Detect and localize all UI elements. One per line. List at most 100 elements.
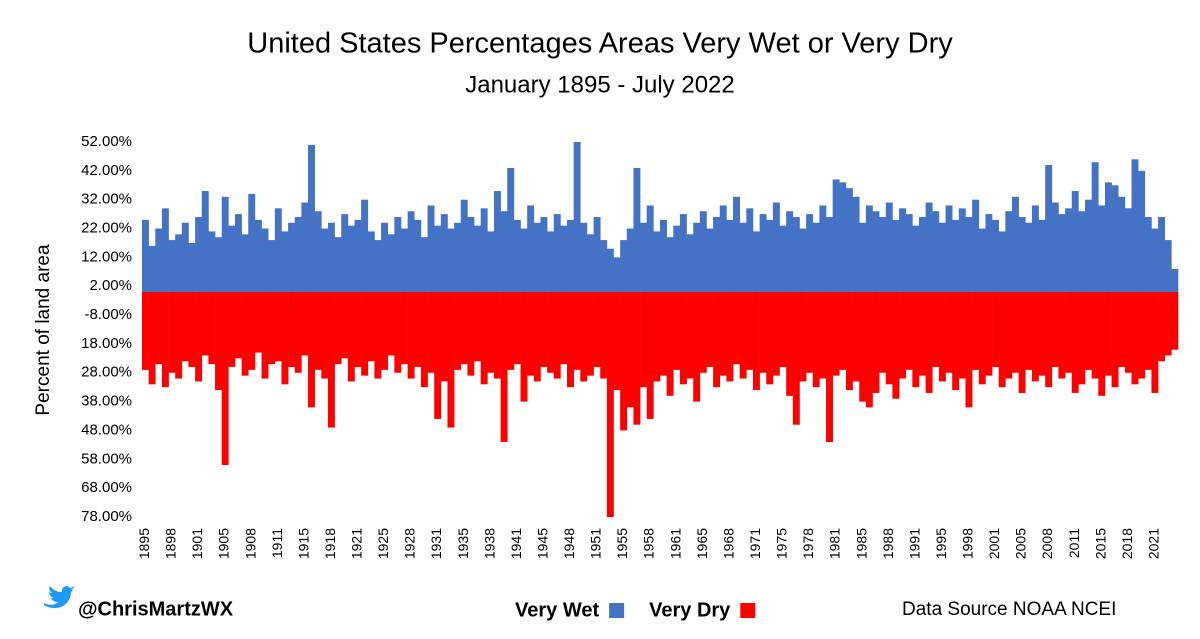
bar [407, 211, 415, 292]
bar [381, 292, 389, 370]
bar [142, 219, 149, 292]
bar [520, 228, 528, 292]
y-tick-label: 68.00% [81, 479, 132, 496]
bar [932, 292, 940, 367]
bar [1038, 292, 1046, 376]
bar [792, 217, 800, 292]
bar [1065, 208, 1073, 292]
chart-title: United States Percentages Areas Very Wet… [247, 28, 953, 60]
bar [334, 292, 342, 365]
bar [633, 292, 641, 425]
bar [739, 292, 747, 379]
bar [905, 292, 913, 370]
bar [1078, 292, 1086, 385]
bar [567, 292, 574, 388]
bar [547, 292, 555, 373]
bar [367, 292, 375, 362]
bar [845, 188, 853, 292]
bar [294, 217, 302, 292]
y-axis-label: Percent of land area [33, 244, 54, 416]
bar [699, 211, 707, 292]
bar [407, 292, 415, 379]
bar [646, 205, 654, 292]
x-tick-label: 1918 [322, 528, 338, 559]
bar [142, 292, 149, 370]
bar [1151, 292, 1159, 393]
bar [932, 211, 940, 292]
bar [938, 222, 946, 292]
bar [321, 292, 329, 379]
y-tick-label: 38.00% [81, 393, 132, 410]
bar [1031, 205, 1039, 292]
bar [1118, 292, 1126, 367]
bar [560, 225, 568, 292]
bar [819, 292, 827, 379]
x-tick-label: 2021 [1145, 528, 1161, 559]
bar [752, 231, 760, 292]
bar [752, 292, 760, 391]
bar [440, 214, 448, 292]
bar [879, 292, 887, 373]
bar [879, 217, 887, 292]
bar [381, 222, 389, 292]
legend-swatch [609, 603, 625, 618]
bar [314, 292, 322, 370]
bar [806, 292, 814, 373]
x-tick-label: 1941 [508, 528, 524, 559]
bar [1111, 185, 1119, 292]
chart-subtitle: January 1895 - July 2022 [465, 71, 735, 98]
bar [261, 292, 269, 379]
bar [1031, 292, 1039, 382]
bar [772, 202, 780, 292]
bar [387, 292, 395, 356]
bar [845, 292, 853, 391]
bar [613, 257, 621, 292]
bar [673, 292, 681, 370]
bar [487, 231, 495, 292]
bar [520, 292, 528, 402]
bar [606, 248, 614, 292]
bar [799, 292, 807, 382]
bar [892, 292, 900, 399]
bar [188, 242, 196, 292]
x-tick-label: 2001 [986, 528, 1002, 559]
bar [826, 292, 833, 442]
bar [161, 292, 169, 388]
y-tick-label: 78.00% [81, 508, 132, 525]
x-tick-label: 2018 [1119, 528, 1135, 559]
bar [1104, 292, 1112, 376]
bar [919, 217, 926, 292]
bar [420, 237, 428, 292]
bar [414, 292, 422, 367]
bar [1104, 182, 1112, 292]
bar [460, 199, 468, 292]
bar [992, 219, 999, 292]
credit: @ChrisMartzWX [78, 598, 234, 620]
source: Data Source NOAA NCEI [902, 599, 1116, 620]
bar [1158, 292, 1166, 362]
x-tick-label: 1985 [853, 528, 869, 559]
bar [1011, 196, 1019, 292]
bar [600, 240, 608, 292]
bar [1091, 292, 1099, 379]
bar [859, 292, 867, 402]
bar [1171, 292, 1179, 350]
bar [1085, 292, 1092, 370]
bar [168, 240, 176, 292]
x-tick-label: 1995 [933, 528, 949, 559]
y-tick-label: 18.00% [81, 335, 132, 352]
bar [228, 292, 236, 367]
x-tick-label: 2005 [1013, 528, 1029, 559]
x-tick-label: 1975 [774, 528, 790, 559]
bar [341, 292, 349, 359]
bar [394, 292, 402, 373]
y-tick-label: 12.00% [81, 248, 132, 265]
bar [626, 292, 634, 408]
bar [1164, 292, 1172, 356]
x-tick-label: 1961 [667, 528, 683, 559]
bar [234, 292, 242, 359]
bar [1138, 292, 1146, 379]
bar [706, 292, 714, 367]
bar [912, 225, 920, 292]
y-tick-label: -8.00% [84, 306, 132, 323]
